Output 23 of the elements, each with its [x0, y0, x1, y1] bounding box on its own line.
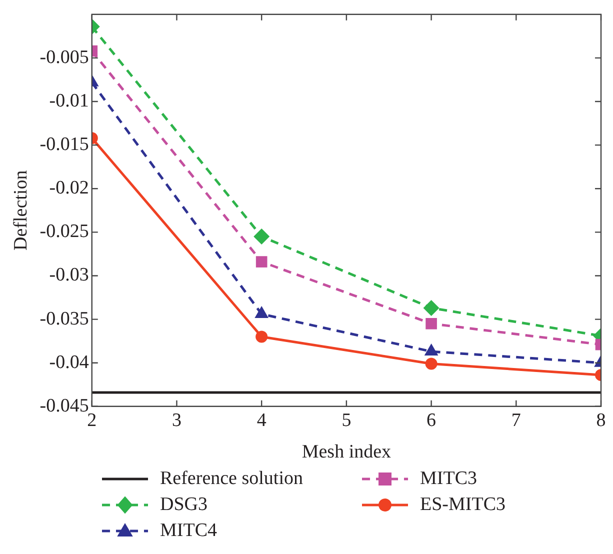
legend-label: MITC3 — [420, 468, 477, 490]
x-tick-label: 5 — [342, 410, 352, 431]
y-tick-label: -0.025 — [40, 221, 89, 242]
x-tick-label: 4 — [256, 410, 267, 431]
y-tick-label: -0.045 — [40, 395, 89, 416]
y-tick-label: -0.02 — [49, 178, 89, 199]
x-axis-title: Mesh index — [302, 442, 392, 463]
y-tick-label: -0.03 — [49, 264, 89, 286]
x-tick-label: 3 — [172, 410, 182, 431]
legend-label: ES-MITC3 — [420, 494, 506, 516]
y-tick-label: -0.04 — [49, 352, 90, 373]
y-axis-title: Deflection — [10, 170, 32, 250]
y-tick-label: -0.01 — [49, 90, 89, 112]
legend-label: DSG3 — [160, 494, 208, 516]
legend-label: Reference solution — [160, 468, 303, 490]
legend-label: MITC4 — [160, 520, 217, 542]
x-tick-label: 7 — [511, 410, 521, 431]
y-tick-label: -0.015 — [40, 134, 89, 156]
x-tick-label: 2 — [87, 410, 97, 431]
y-tick-label: -0.005 — [40, 46, 89, 68]
x-tick-label: 6 — [426, 410, 436, 431]
x-tick-label: 8 — [596, 410, 606, 431]
y-tick-label: -0.035 — [40, 308, 89, 330]
